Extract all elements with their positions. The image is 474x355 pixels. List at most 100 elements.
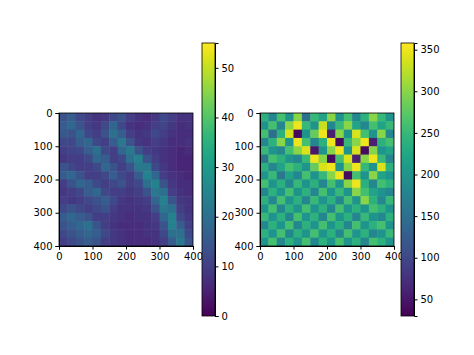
cell — [285, 121, 294, 130]
cell — [93, 188, 102, 197]
cell — [101, 180, 110, 189]
cell — [101, 238, 110, 246]
cell — [160, 163, 169, 172]
cell — [285, 130, 294, 139]
cell — [327, 113, 336, 122]
tick: 50 — [414, 294, 433, 305]
cell — [260, 163, 269, 172]
cell — [176, 196, 185, 205]
cell — [268, 221, 277, 230]
cell — [67, 171, 76, 180]
cell — [126, 155, 135, 164]
cell — [277, 221, 286, 230]
cell — [93, 213, 102, 222]
cell — [176, 213, 185, 222]
cell — [185, 138, 193, 147]
cell — [335, 113, 344, 122]
cell — [377, 171, 386, 180]
tick: 0 — [46, 108, 59, 119]
tick-label: 150 — [421, 211, 440, 222]
cell — [101, 130, 110, 139]
cell — [386, 213, 394, 222]
cell — [285, 180, 294, 189]
cell — [310, 113, 319, 122]
tick-label: 50 — [222, 63, 235, 74]
cell — [176, 229, 185, 238]
cell — [67, 113, 76, 122]
cell — [185, 221, 193, 230]
cell — [101, 146, 110, 155]
cell — [352, 180, 361, 189]
cell — [268, 121, 277, 130]
cell — [76, 204, 85, 213]
cell — [386, 146, 394, 155]
cell — [260, 188, 269, 197]
cell — [101, 121, 110, 130]
cell — [294, 188, 303, 197]
cell — [294, 238, 303, 246]
tick-label: 10 — [222, 261, 235, 272]
cell — [126, 238, 135, 246]
cell — [369, 204, 378, 213]
cell — [185, 113, 193, 122]
cell — [344, 130, 353, 139]
cell — [344, 188, 353, 197]
cell — [294, 146, 303, 155]
cell — [319, 130, 328, 139]
cell — [160, 221, 169, 230]
cell — [76, 121, 85, 130]
cell — [335, 163, 344, 172]
cell — [294, 221, 303, 230]
cell — [310, 180, 319, 189]
cell — [277, 188, 286, 197]
cell — [277, 121, 286, 130]
cell — [377, 196, 386, 205]
cell — [126, 171, 135, 180]
cell — [285, 163, 294, 172]
cell — [118, 155, 127, 164]
cell — [327, 121, 336, 130]
cell — [344, 229, 353, 238]
cell — [386, 196, 394, 205]
cell — [118, 171, 127, 180]
cell — [319, 113, 328, 122]
cell — [344, 238, 353, 246]
cell — [268, 146, 277, 155]
cell — [310, 155, 319, 164]
cell — [361, 130, 370, 139]
cell — [143, 163, 152, 172]
tick-label: 40 — [222, 112, 235, 123]
cell — [369, 196, 378, 205]
cell — [176, 121, 185, 130]
cell — [260, 204, 269, 213]
cell — [369, 155, 378, 164]
tick-label: 0 — [257, 251, 263, 262]
cell — [377, 238, 386, 246]
cell — [327, 180, 336, 189]
cell — [143, 155, 152, 164]
cell — [335, 196, 344, 205]
cell — [277, 155, 286, 164]
cell — [101, 213, 110, 222]
cell — [268, 155, 277, 164]
cell — [134, 138, 143, 147]
cell — [134, 221, 143, 230]
tick-mark — [257, 213, 261, 214]
cell — [377, 146, 386, 155]
cell — [335, 213, 344, 222]
cell — [377, 213, 386, 222]
cell — [185, 213, 193, 222]
tick: 150 — [414, 211, 440, 222]
cell — [319, 155, 328, 164]
cell — [310, 138, 319, 147]
cell — [260, 113, 269, 122]
cell — [109, 130, 118, 139]
cell — [369, 113, 378, 122]
cell — [59, 155, 68, 164]
cell — [67, 121, 76, 130]
cell — [310, 196, 319, 205]
cell — [126, 138, 135, 147]
tick-mark — [56, 180, 60, 181]
cell — [377, 204, 386, 213]
cell — [327, 155, 336, 164]
